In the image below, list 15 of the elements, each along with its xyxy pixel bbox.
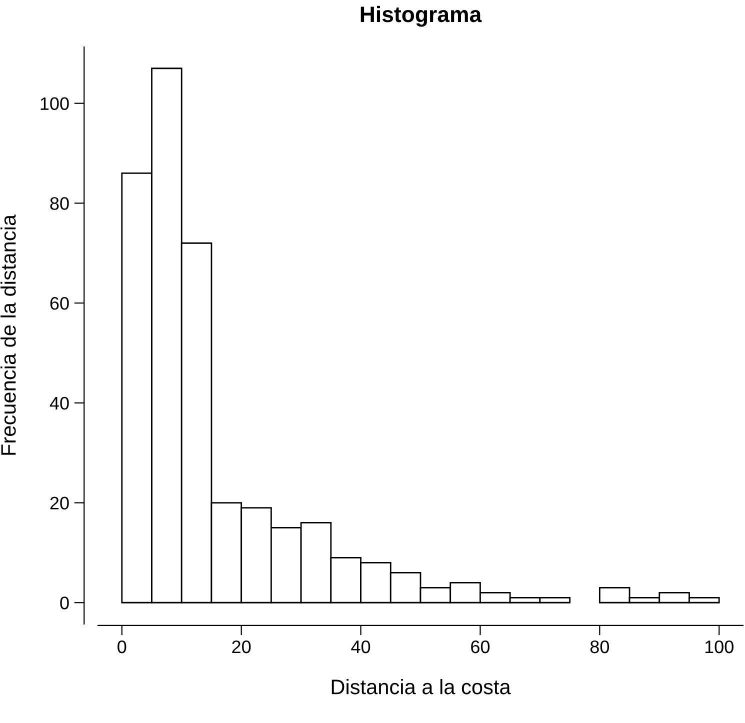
y-tick-label: 60 — [50, 296, 69, 310]
y-tick-label: 40 — [50, 396, 69, 410]
y-tick-label: 20 — [50, 496, 69, 510]
y-tick-label: 100 — [40, 97, 69, 110]
y-tick-label: 0 — [60, 596, 69, 610]
y-tick-label: 80 — [50, 197, 69, 210]
x-tick-label: 100 — [705, 640, 734, 654]
x-axis-title: Distancia a la costa — [332, 679, 511, 694]
chart-title: Histograma — [360, 6, 482, 27]
y-axis-title: Frecuencia de la distancia — [0, 214, 16, 455]
x-tick-label: 80 — [590, 640, 610, 654]
x-tick-label: 0 — [118, 640, 126, 654]
x-tick-label: 20 — [232, 640, 251, 654]
x-tick-label: 60 — [471, 640, 490, 654]
x-tick-label: 40 — [351, 640, 370, 654]
